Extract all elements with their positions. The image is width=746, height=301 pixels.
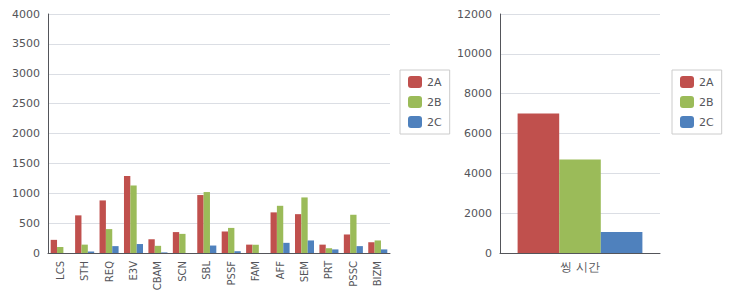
svg-text:1500: 1500 bbox=[12, 157, 40, 170]
svg-text:0: 0 bbox=[33, 247, 40, 260]
svg-text:2A: 2A bbox=[427, 76, 442, 89]
svg-text:SCN: SCN bbox=[177, 261, 188, 282]
svg-text:E3V: E3V bbox=[128, 261, 139, 281]
svg-text:SEM: SEM bbox=[299, 261, 310, 282]
svg-text:500: 500 bbox=[19, 217, 40, 230]
svg-text:4000: 4000 bbox=[12, 8, 40, 21]
svg-text:10000: 10000 bbox=[457, 47, 492, 60]
svg-text:2C: 2C bbox=[699, 116, 714, 129]
svg-text:PSSF: PSSF bbox=[226, 261, 237, 286]
svg-text:8000: 8000 bbox=[464, 87, 492, 100]
svg-text:PSSC: PSSC bbox=[348, 261, 359, 287]
svg-text:CBAM: CBAM bbox=[152, 261, 163, 290]
svg-text:씽 시간: 씽 시간 bbox=[560, 260, 600, 274]
svg-text:1000: 1000 bbox=[12, 187, 40, 200]
svg-text:REQ: REQ bbox=[104, 261, 115, 282]
svg-text:2C: 2C bbox=[427, 116, 442, 129]
svg-text:2B: 2B bbox=[699, 96, 714, 109]
svg-text:2500: 2500 bbox=[12, 97, 40, 110]
svg-text:3500: 3500 bbox=[12, 37, 40, 50]
svg-text:LCS: LCS bbox=[55, 261, 66, 280]
svg-text:FAM: FAM bbox=[250, 261, 261, 281]
svg-text:6000: 6000 bbox=[464, 127, 492, 140]
svg-text:PRT: PRT bbox=[323, 260, 334, 279]
svg-text:2B: 2B bbox=[427, 96, 442, 109]
svg-text:2A: 2A bbox=[699, 76, 714, 89]
svg-text:2000: 2000 bbox=[12, 127, 40, 140]
svg-text:2000: 2000 bbox=[464, 207, 492, 220]
svg-text:4000: 4000 bbox=[464, 167, 492, 180]
svg-text:BIZM: BIZM bbox=[372, 261, 383, 286]
svg-text:STH: STH bbox=[79, 261, 90, 281]
svg-text:0: 0 bbox=[485, 247, 492, 260]
svg-text:3000: 3000 bbox=[12, 67, 40, 80]
svg-text:12000: 12000 bbox=[457, 8, 492, 21]
svg-text:AFF: AFF bbox=[275, 261, 286, 280]
svg-text:SBL: SBL bbox=[201, 261, 212, 280]
